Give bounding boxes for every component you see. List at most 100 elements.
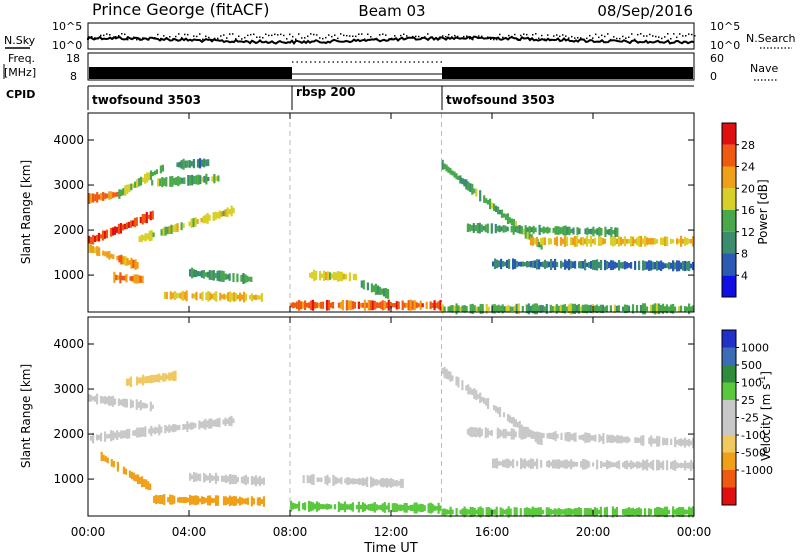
heatmap-cell xyxy=(646,261,649,270)
heatmap-cell xyxy=(336,477,339,484)
heatmap-cell xyxy=(570,260,573,269)
y-tick-label: 1000 xyxy=(53,268,84,282)
heatmap-cell xyxy=(562,226,565,236)
noise-search-point xyxy=(340,33,342,35)
heatmap-cell xyxy=(359,505,362,510)
heatmap-cell xyxy=(632,236,635,246)
heatmap-cell xyxy=(613,236,617,246)
heatmap-cell xyxy=(610,434,613,444)
heatmap-cell xyxy=(571,237,575,246)
noise-search-point xyxy=(127,38,129,41)
heatmap-cell xyxy=(638,438,641,443)
heatmap-cell xyxy=(530,227,533,233)
heatmap-cell xyxy=(532,431,535,439)
heatmap-cell xyxy=(256,497,259,506)
heatmap-cell xyxy=(171,292,174,299)
heatmap-cell xyxy=(244,475,247,486)
colorbar-tick-label: 24 xyxy=(741,161,755,174)
heatmap-cell xyxy=(352,273,355,281)
heatmap-cell xyxy=(670,304,673,314)
heatmap-cell xyxy=(643,508,647,516)
heatmap-cell xyxy=(325,299,329,311)
heatmap-cell xyxy=(205,159,208,167)
heatmap-cell xyxy=(522,228,525,235)
heatmap-cell xyxy=(132,259,135,269)
heatmap-cell xyxy=(195,472,198,482)
heatmap-cell xyxy=(228,208,231,215)
heatmap-cell xyxy=(530,261,533,268)
heatmap-cell xyxy=(465,508,468,516)
heatmap-cell xyxy=(451,375,454,381)
colorbar-segment xyxy=(722,400,736,418)
heatmap-cell xyxy=(648,238,651,245)
heatmap-cell xyxy=(378,286,382,295)
heatmap-cell xyxy=(483,397,486,404)
heatmap-cell xyxy=(480,224,483,233)
noise-search-point xyxy=(469,37,471,40)
heatmap-cell xyxy=(108,433,111,439)
heatmap-cell xyxy=(156,374,159,382)
heatmap-cell xyxy=(635,305,639,313)
heatmap-cell xyxy=(235,293,238,301)
heatmap-cell xyxy=(321,504,325,510)
heatmap-cell xyxy=(119,272,122,284)
heatmap-cell xyxy=(617,236,621,247)
heatmap-cell xyxy=(504,459,507,468)
freq-label-1: Freq. xyxy=(8,52,35,65)
noise-search-point xyxy=(97,37,99,39)
heatmap-cell xyxy=(533,238,537,245)
heatmap-cell xyxy=(504,225,507,233)
heatmap-cell xyxy=(258,497,261,506)
heatmap-cell xyxy=(208,495,212,506)
heatmap-cell xyxy=(159,165,162,174)
heatmap-cell xyxy=(680,507,683,517)
heatmap-cell xyxy=(136,376,139,386)
heatmap-cell xyxy=(88,193,91,204)
heatmap-cell xyxy=(552,432,555,440)
heatmap-cell xyxy=(294,503,297,509)
heatmap-cell xyxy=(116,430,119,440)
heatmap-cell xyxy=(170,425,173,432)
heatmap-cell xyxy=(595,508,598,516)
heatmap-cell xyxy=(608,262,611,269)
heatmap-cell xyxy=(682,507,685,517)
noise-search-point xyxy=(307,35,309,37)
heatmap-cell xyxy=(477,507,480,517)
freq-axis-bottom: 8 xyxy=(70,70,77,83)
heatmap-cell xyxy=(176,425,179,431)
heatmap-cell xyxy=(164,226,167,236)
heatmap-cell xyxy=(431,503,434,513)
heatmap-cell xyxy=(544,259,547,269)
heatmap-cell xyxy=(599,236,603,246)
heatmap-cell xyxy=(453,171,456,178)
noise-search-point xyxy=(166,37,168,39)
noise-search-point xyxy=(574,37,576,39)
heatmap-cell xyxy=(160,375,163,380)
noise-search-point xyxy=(352,35,354,37)
heatmap-cell xyxy=(521,306,524,312)
heatmap-cell xyxy=(457,175,460,180)
x-tick-label: 04:00 xyxy=(172,525,207,539)
x-tick-label: 00:00 xyxy=(71,525,106,539)
noise-search-point xyxy=(658,36,660,38)
heatmap-cell xyxy=(600,259,603,271)
heatmap-cell xyxy=(690,460,693,472)
heatmap-cell xyxy=(342,273,345,280)
heatmap-cell xyxy=(547,507,550,517)
noise-search-point xyxy=(169,36,171,38)
heatmap-cell xyxy=(413,502,416,514)
heatmap-cell xyxy=(216,495,220,506)
heatmap-cell xyxy=(117,398,120,406)
heatmap-cell xyxy=(321,273,324,278)
heatmap-cell xyxy=(403,503,406,513)
heatmap-cell xyxy=(555,509,558,515)
heatmap-cell xyxy=(557,305,560,312)
noise-search-point xyxy=(148,38,150,41)
noise-search-point xyxy=(331,35,333,38)
noise-search-point xyxy=(547,34,549,36)
heatmap-cell xyxy=(617,305,620,313)
heatmap-cell xyxy=(296,503,299,509)
heatmap-cell xyxy=(690,239,693,244)
heatmap-cell xyxy=(240,497,243,505)
heatmap-cell xyxy=(135,399,138,410)
